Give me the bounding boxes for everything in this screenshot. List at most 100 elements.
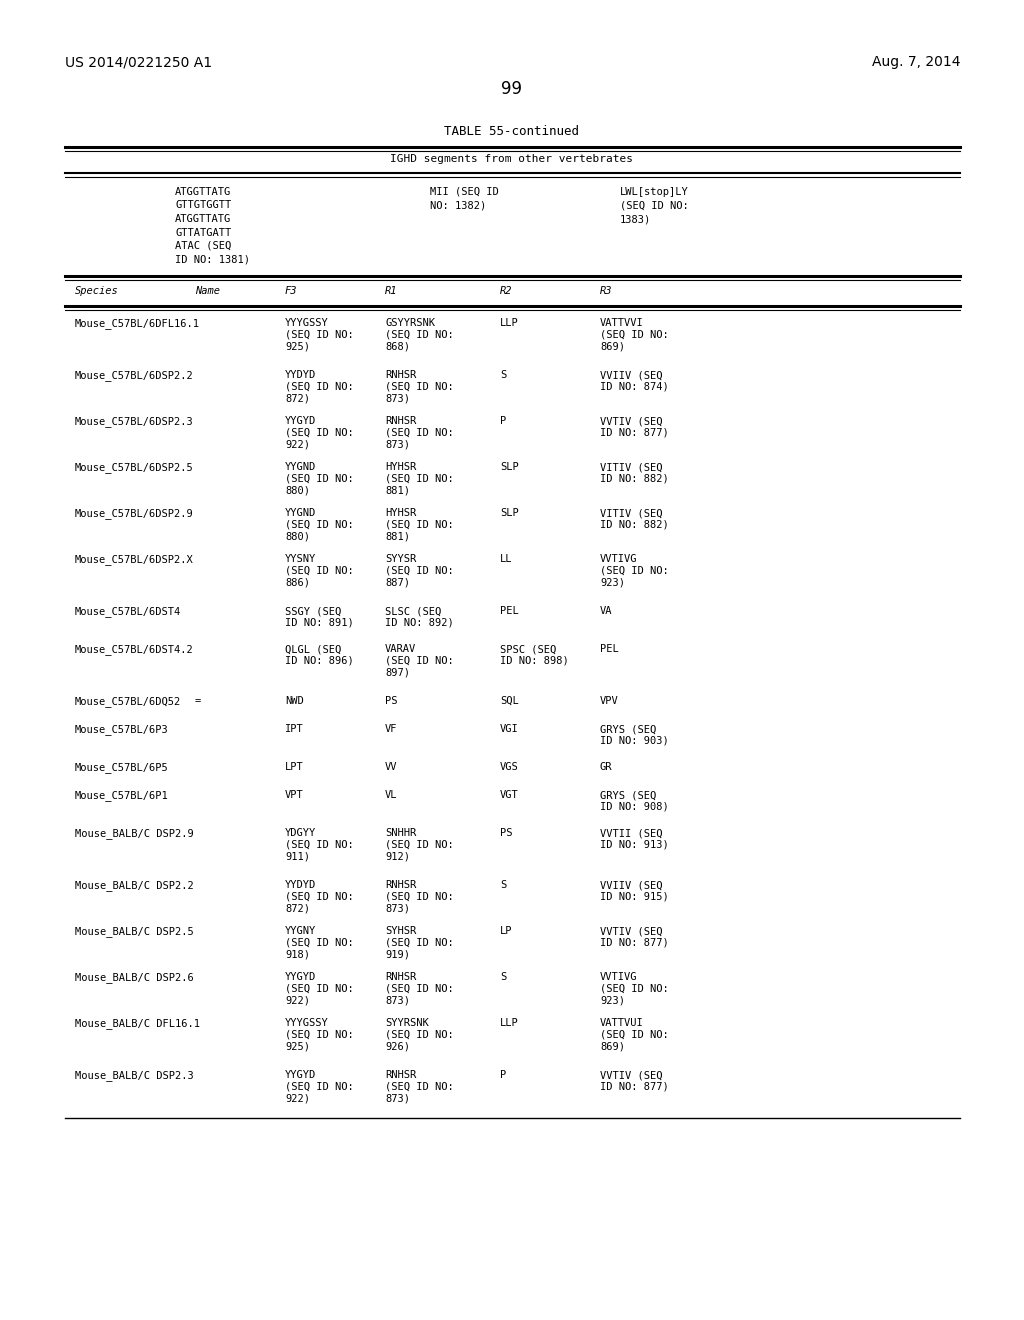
Text: PEL: PEL <box>500 606 519 616</box>
Text: Aug. 7, 2014: Aug. 7, 2014 <box>871 55 961 69</box>
Text: LP: LP <box>500 927 512 936</box>
Text: 99: 99 <box>502 81 522 98</box>
Text: Mouse_BALB/C DSP2.5: Mouse_BALB/C DSP2.5 <box>75 927 194 937</box>
Text: LLP: LLP <box>500 1018 519 1028</box>
Text: ATAC (SEQ: ATAC (SEQ <box>175 242 231 251</box>
Text: YYSNY
(SEQ ID NO:
886): YYSNY (SEQ ID NO: 886) <box>285 554 353 587</box>
Text: R2: R2 <box>500 286 512 296</box>
Text: LWL[stop]LY: LWL[stop]LY <box>620 187 689 197</box>
Text: US 2014/0221250 A1: US 2014/0221250 A1 <box>65 55 212 69</box>
Text: VF: VF <box>385 723 397 734</box>
Text: ATGGTTATG: ATGGTTATG <box>175 214 231 224</box>
Text: YYDYD
(SEQ ID NO:
872): YYDYD (SEQ ID NO: 872) <box>285 370 353 403</box>
Text: PS: PS <box>385 696 397 706</box>
Text: Species: Species <box>75 286 119 296</box>
Text: VATTVUI
(SEQ ID NO:
869): VATTVUI (SEQ ID NO: 869) <box>600 1018 669 1051</box>
Text: VL: VL <box>385 789 397 800</box>
Text: RNHSR
(SEQ ID NO:
873): RNHSR (SEQ ID NO: 873) <box>385 416 454 449</box>
Text: SNHHR
(SEQ ID NO:
912): SNHHR (SEQ ID NO: 912) <box>385 828 454 861</box>
Text: RNHSR
(SEQ ID NO:
873): RNHSR (SEQ ID NO: 873) <box>385 972 454 1006</box>
Text: SPSC (SEQ
ID NO: 898): SPSC (SEQ ID NO: 898) <box>500 644 568 665</box>
Text: VVTIVG
(SEQ ID NO:
923): VVTIVG (SEQ ID NO: 923) <box>600 554 669 587</box>
Text: Mouse_BALB/C DFL16.1: Mouse_BALB/C DFL16.1 <box>75 1018 200 1028</box>
Text: LPT: LPT <box>285 762 304 772</box>
Text: Mouse_C57BL/6DSP2.X: Mouse_C57BL/6DSP2.X <box>75 554 194 565</box>
Text: YYYGSSY
(SEQ ID NO:
925): YYYGSSY (SEQ ID NO: 925) <box>285 318 353 351</box>
Text: GTTATGATT: GTTATGATT <box>175 227 231 238</box>
Text: GSYYRSNK
(SEQ ID NO:
868): GSYYRSNK (SEQ ID NO: 868) <box>385 318 454 351</box>
Text: SLSC (SEQ
ID NO: 892): SLSC (SEQ ID NO: 892) <box>385 606 454 627</box>
Text: YYGND
(SEQ ID NO:
880): YYGND (SEQ ID NO: 880) <box>285 508 353 541</box>
Text: S: S <box>500 370 506 380</box>
Text: VVTIV (SEQ
ID NO: 877): VVTIV (SEQ ID NO: 877) <box>600 927 669 948</box>
Text: ATGGTTATG: ATGGTTATG <box>175 187 231 197</box>
Text: VGT: VGT <box>500 789 519 800</box>
Text: RNHSR
(SEQ ID NO:
873): RNHSR (SEQ ID NO: 873) <box>385 1071 454 1104</box>
Text: F3: F3 <box>285 286 298 296</box>
Text: VITIV (SEQ
ID NO: 882): VITIV (SEQ ID NO: 882) <box>600 508 669 529</box>
Text: RNHSR
(SEQ ID NO:
873): RNHSR (SEQ ID NO: 873) <box>385 880 454 913</box>
Text: R3: R3 <box>600 286 612 296</box>
Text: TABLE 55-continued: TABLE 55-continued <box>444 125 580 139</box>
Text: GTTGTGGTT: GTTGTGGTT <box>175 201 231 210</box>
Text: YYGND
(SEQ ID NO:
880): YYGND (SEQ ID NO: 880) <box>285 462 353 495</box>
Text: VVTIV (SEQ
ID NO: 877): VVTIV (SEQ ID NO: 877) <box>600 416 669 438</box>
Text: PS: PS <box>500 828 512 838</box>
Text: Mouse_BALB/C DSP2.2: Mouse_BALB/C DSP2.2 <box>75 880 194 891</box>
Text: Mouse_C57BL/6P3: Mouse_C57BL/6P3 <box>75 723 169 735</box>
Text: ID NO: 1381): ID NO: 1381) <box>175 255 250 264</box>
Text: QLGL (SEQ
ID NO: 896): QLGL (SEQ ID NO: 896) <box>285 644 353 665</box>
Text: S: S <box>500 972 506 982</box>
Text: SYYRSNK
(SEQ ID NO:
926): SYYRSNK (SEQ ID NO: 926) <box>385 1018 454 1051</box>
Text: YYGYD
(SEQ ID NO:
922): YYGYD (SEQ ID NO: 922) <box>285 972 353 1006</box>
Text: Mouse_C57BL/6DSP2.3: Mouse_C57BL/6DSP2.3 <box>75 416 194 426</box>
Text: HYHSR
(SEQ ID NO:
881): HYHSR (SEQ ID NO: 881) <box>385 508 454 541</box>
Text: Mouse_BALB/C DSP2.6: Mouse_BALB/C DSP2.6 <box>75 972 194 983</box>
Text: IGHD segments from other vertebrates: IGHD segments from other vertebrates <box>390 154 634 164</box>
Text: Mouse_C57BL/6P5: Mouse_C57BL/6P5 <box>75 762 169 774</box>
Text: SLP: SLP <box>500 508 519 517</box>
Text: SYHSR
(SEQ ID NO:
919): SYHSR (SEQ ID NO: 919) <box>385 927 454 960</box>
Text: GR: GR <box>600 762 612 772</box>
Text: NWD: NWD <box>285 696 304 706</box>
Text: VATTVVI
(SEQ ID NO:
869): VATTVVI (SEQ ID NO: 869) <box>600 318 669 351</box>
Text: MII (SEQ ID: MII (SEQ ID <box>430 187 499 197</box>
Text: Mouse_C57BL/6DSP2.9: Mouse_C57BL/6DSP2.9 <box>75 508 194 519</box>
Text: SLP: SLP <box>500 462 519 473</box>
Text: P: P <box>500 416 506 426</box>
Text: =: = <box>195 696 202 706</box>
Text: LLP: LLP <box>500 318 519 327</box>
Text: YDGYY
(SEQ ID NO:
911): YDGYY (SEQ ID NO: 911) <box>285 828 353 861</box>
Text: VVTII (SEQ
ID NO: 913): VVTII (SEQ ID NO: 913) <box>600 828 669 850</box>
Text: VVTIVG
(SEQ ID NO:
923): VVTIVG (SEQ ID NO: 923) <box>600 972 669 1006</box>
Text: VITIV (SEQ
ID NO: 882): VITIV (SEQ ID NO: 882) <box>600 462 669 483</box>
Text: GRYS (SEQ
ID NO: 908): GRYS (SEQ ID NO: 908) <box>600 789 669 812</box>
Text: (SEQ ID NO:: (SEQ ID NO: <box>620 201 689 210</box>
Text: R1: R1 <box>385 286 397 296</box>
Text: Mouse_BALB/C DSP2.3: Mouse_BALB/C DSP2.3 <box>75 1071 194 1081</box>
Text: P: P <box>500 1071 506 1080</box>
Text: VA: VA <box>600 606 612 616</box>
Text: VV: VV <box>385 762 397 772</box>
Text: VVTIV (SEQ
ID NO: 877): VVTIV (SEQ ID NO: 877) <box>600 1071 669 1092</box>
Text: 1383): 1383) <box>620 214 651 224</box>
Text: YYYGSSY
(SEQ ID NO:
925): YYYGSSY (SEQ ID NO: 925) <box>285 1018 353 1051</box>
Text: Mouse_C57BL/6DQ52: Mouse_C57BL/6DQ52 <box>75 696 181 708</box>
Text: Mouse_C57BL/6P1: Mouse_C57BL/6P1 <box>75 789 169 801</box>
Text: VGS: VGS <box>500 762 519 772</box>
Text: LL: LL <box>500 554 512 564</box>
Text: VARAV
(SEQ ID NO:
897): VARAV (SEQ ID NO: 897) <box>385 644 454 677</box>
Text: VVIIV (SEQ
ID NO: 874): VVIIV (SEQ ID NO: 874) <box>600 370 669 392</box>
Text: Mouse_BALB/C DSP2.9: Mouse_BALB/C DSP2.9 <box>75 828 194 840</box>
Text: Mouse_C57BL/6DSP2.2: Mouse_C57BL/6DSP2.2 <box>75 370 194 381</box>
Text: YYDYD
(SEQ ID NO:
872): YYDYD (SEQ ID NO: 872) <box>285 880 353 913</box>
Text: YYGYD
(SEQ ID NO:
922): YYGYD (SEQ ID NO: 922) <box>285 1071 353 1104</box>
Text: NO: 1382): NO: 1382) <box>430 201 486 210</box>
Text: VPV: VPV <box>600 696 618 706</box>
Text: VVIIV (SEQ
ID NO: 915): VVIIV (SEQ ID NO: 915) <box>600 880 669 902</box>
Text: HYHSR
(SEQ ID NO:
881): HYHSR (SEQ ID NO: 881) <box>385 462 454 495</box>
Text: PEL: PEL <box>600 644 618 653</box>
Text: SQL: SQL <box>500 696 519 706</box>
Text: VPT: VPT <box>285 789 304 800</box>
Text: SYYSR
(SEQ ID NO:
887): SYYSR (SEQ ID NO: 887) <box>385 554 454 587</box>
